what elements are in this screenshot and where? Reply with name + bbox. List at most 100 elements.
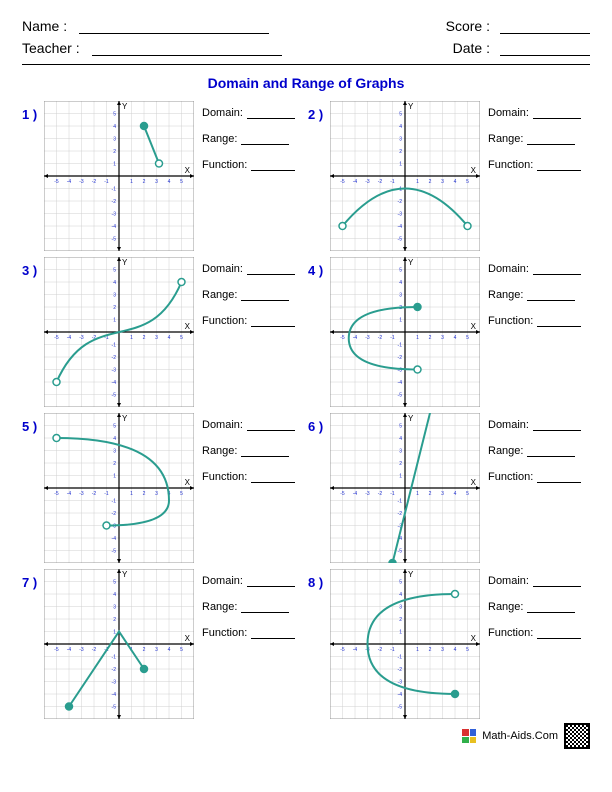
problem-number: 2 ) [308, 101, 330, 122]
svg-text:1: 1 [399, 318, 402, 324]
svg-text:-4: -4 [67, 491, 72, 497]
function-label: Function: [202, 471, 247, 483]
svg-text:3: 3 [113, 449, 116, 455]
svg-text:3: 3 [155, 491, 158, 497]
svg-text:-4: -4 [112, 536, 117, 542]
svg-text:5: 5 [180, 179, 183, 185]
chart-container: -5-4-3-2-112345-5-4-3-2-112345XY [44, 413, 194, 563]
range-blank[interactable] [527, 446, 575, 457]
svg-text:-3: -3 [112, 368, 117, 374]
function-blank[interactable] [537, 472, 581, 483]
svg-text:-1: -1 [104, 491, 109, 497]
function-blank[interactable] [251, 472, 295, 483]
svg-text:1: 1 [130, 491, 133, 497]
svg-text:Y: Y [122, 570, 128, 579]
coordinate-chart: -5-4-3-2-112345-5-4-3-2-112345XY [44, 101, 194, 251]
range-blank[interactable] [527, 134, 575, 145]
svg-text:2: 2 [399, 149, 402, 155]
score-label: Score : [446, 18, 490, 34]
svg-text:-3: -3 [365, 179, 370, 185]
date-blank[interactable] [500, 42, 590, 56]
svg-text:-3: -3 [79, 647, 84, 653]
svg-text:3: 3 [441, 335, 444, 341]
svg-text:2: 2 [429, 179, 432, 185]
function-field: Function: [202, 315, 295, 327]
problem: 2 )-5-4-3-2-112345-5-4-3-2-112345XYDomai… [308, 101, 590, 251]
range-blank[interactable] [527, 602, 575, 613]
range-blank[interactable] [241, 134, 289, 145]
svg-text:2: 2 [113, 461, 116, 467]
problem: 4 )-5-4-3-2-112345-5-4-3-2-112345XYDomai… [308, 257, 590, 407]
name-label: Name : [22, 18, 67, 34]
svg-text:-2: -2 [398, 199, 403, 205]
svg-text:-5: -5 [54, 491, 59, 497]
range-label: Range: [202, 445, 237, 457]
function-blank[interactable] [251, 628, 295, 639]
domain-blank[interactable] [247, 576, 295, 587]
svg-text:4: 4 [113, 280, 116, 286]
svg-text:3: 3 [155, 647, 158, 653]
svg-text:1: 1 [113, 318, 116, 324]
svg-text:-2: -2 [378, 335, 383, 341]
domain-blank[interactable] [247, 264, 295, 275]
domain-blank[interactable] [247, 420, 295, 431]
range-field: Range: [202, 601, 295, 613]
svg-text:3: 3 [113, 137, 116, 143]
function-label: Function: [488, 315, 533, 327]
svg-text:-2: -2 [112, 667, 117, 673]
score-blank[interactable] [500, 20, 590, 34]
svg-text:-4: -4 [353, 335, 358, 341]
function-blank[interactable] [537, 316, 581, 327]
svg-text:-1: -1 [390, 179, 395, 185]
svg-text:-5: -5 [112, 549, 117, 555]
svg-text:4: 4 [399, 592, 402, 598]
svg-text:-4: -4 [353, 491, 358, 497]
domain-blank[interactable] [533, 576, 581, 587]
range-blank[interactable] [527, 290, 575, 301]
svg-text:Y: Y [408, 102, 414, 111]
range-blank[interactable] [241, 290, 289, 301]
svg-text:2: 2 [399, 461, 402, 467]
function-field: Function: [202, 159, 295, 171]
function-blank[interactable] [251, 160, 295, 171]
problem-number: 7 ) [22, 569, 44, 590]
function-label: Function: [488, 471, 533, 483]
range-blank[interactable] [241, 446, 289, 457]
function-field: Function: [488, 159, 581, 171]
name-blank[interactable] [79, 20, 269, 34]
domain-blank[interactable] [533, 108, 581, 119]
function-blank[interactable] [537, 160, 581, 171]
svg-text:-3: -3 [112, 680, 117, 686]
svg-text:-4: -4 [398, 380, 403, 386]
range-blank[interactable] [241, 602, 289, 613]
domain-field: Domain: [488, 419, 581, 431]
worksheet-header: Name : Score : Teacher : Date : [22, 18, 590, 56]
range-label: Range: [488, 601, 523, 613]
domain-blank[interactable] [533, 420, 581, 431]
coordinate-chart: -5-4-3-2-112345-5-4-3-2-112345XY [330, 569, 480, 719]
function-blank[interactable] [251, 316, 295, 327]
coordinate-chart: -5-4-3-2-112345-5-4-3-2-112345XY [44, 413, 194, 563]
svg-text:5: 5 [113, 580, 116, 586]
answer-fields: Domain:Range:Function: [488, 101, 581, 171]
svg-text:-2: -2 [378, 179, 383, 185]
svg-text:-4: -4 [67, 647, 72, 653]
svg-text:1: 1 [399, 474, 402, 480]
svg-text:X: X [185, 634, 191, 643]
svg-text:3: 3 [113, 293, 116, 299]
svg-text:1: 1 [130, 335, 133, 341]
function-blank[interactable] [537, 628, 581, 639]
footer: Math-Aids.Com [22, 723, 590, 749]
domain-field: Domain: [488, 263, 581, 275]
svg-text:-2: -2 [112, 355, 117, 361]
domain-blank[interactable] [533, 264, 581, 275]
svg-text:4: 4 [454, 647, 457, 653]
teacher-field: Teacher : [22, 40, 282, 56]
teacher-blank[interactable] [92, 42, 282, 56]
domain-blank[interactable] [247, 108, 295, 119]
svg-text:X: X [471, 634, 477, 643]
range-label: Range: [202, 601, 237, 613]
function-field: Function: [488, 315, 581, 327]
svg-text:-2: -2 [112, 199, 117, 205]
svg-text:-4: -4 [398, 224, 403, 230]
